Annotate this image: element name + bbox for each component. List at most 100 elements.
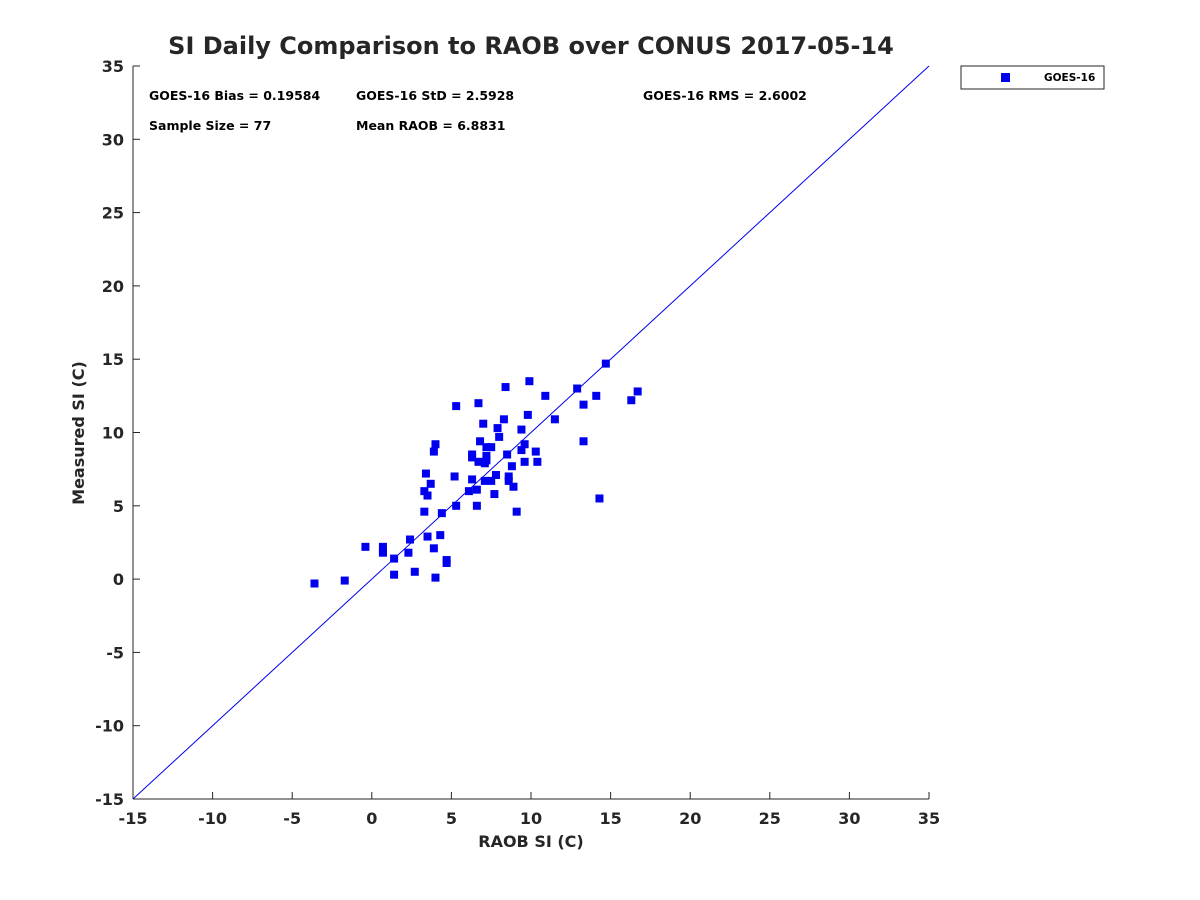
data-point: [452, 402, 461, 411]
legend-marker: [1001, 73, 1010, 82]
x-tick-label: 20: [679, 809, 701, 828]
data-point: [541, 391, 550, 400]
data-point: [429, 544, 438, 553]
data-point: [423, 491, 432, 500]
data-point: [437, 509, 446, 518]
y-tick-label: 20: [102, 277, 124, 296]
y-tick-label: 35: [102, 57, 124, 76]
data-point: [495, 432, 504, 441]
data-point: [501, 383, 510, 392]
rms-annotation: GOES-16 RMS = 2.6002: [643, 88, 807, 103]
data-point: [509, 482, 518, 491]
data-point: [482, 456, 491, 465]
data-point: [601, 359, 610, 368]
data-point: [499, 415, 508, 424]
data-point: [378, 547, 387, 556]
data-point: [404, 548, 413, 557]
data-point: [525, 377, 534, 386]
data-point: [523, 410, 532, 419]
data-point: [482, 451, 491, 460]
x-axis-label: RAOB SI (C): [478, 832, 583, 851]
data-point: [627, 396, 636, 405]
x-tick-label: 15: [599, 809, 621, 828]
stats-annotations: GOES-16 Bias = 0.19584 GOES-16 StD = 2.5…: [149, 88, 807, 133]
mean-raob-annotation: Mean RAOB = 6.8831: [356, 118, 505, 133]
data-point: [421, 469, 430, 478]
data-point: [579, 400, 588, 409]
data-point: [517, 425, 526, 434]
x-tick-label: 25: [759, 809, 781, 828]
data-point: [573, 384, 582, 393]
y-tick-label: -5: [106, 643, 124, 662]
data-point: [420, 487, 429, 496]
data-point: [442, 558, 451, 567]
data-point: [431, 440, 440, 449]
bias-annotation: GOES-16 Bias = 0.19584: [149, 88, 320, 103]
data-point: [420, 507, 429, 516]
data-point: [479, 419, 488, 428]
data-point: [517, 446, 526, 455]
legend: GOES-16: [960, 65, 1105, 90]
y-tick-label: 25: [102, 204, 124, 223]
data-point: [487, 443, 496, 452]
data-point: [595, 494, 604, 503]
data-point: [520, 457, 529, 466]
y-ticks: -15 -10 -5 0 5 10 15 20 25 30 35: [95, 57, 140, 809]
x-tick-label: 35: [918, 809, 940, 828]
data-point: [452, 501, 461, 510]
data-point: [491, 471, 500, 480]
y-tick-label: 10: [102, 424, 124, 443]
data-point: [468, 475, 477, 484]
data-point: [390, 570, 399, 579]
y-tick-label: 5: [113, 497, 124, 516]
x-tick-label: -15: [119, 809, 148, 828]
legend-label: GOES-16: [1044, 72, 1095, 84]
data-point: [504, 476, 513, 485]
y-tick-label: -10: [95, 717, 124, 736]
std-annotation: GOES-16 StD = 2.5928: [356, 88, 514, 103]
data-point: [490, 490, 499, 499]
data-point: [464, 487, 473, 496]
x-tick-label: 0: [366, 809, 377, 828]
data-point: [340, 576, 349, 585]
data-point: [310, 579, 319, 588]
data-point: [390, 554, 399, 563]
data-point: [533, 457, 542, 466]
data-point: [482, 443, 491, 452]
chart-title: SI Daily Comparison to RAOB over CONUS 2…: [168, 32, 894, 60]
x-tick-label: 5: [446, 809, 457, 828]
x-tick-label: -10: [198, 809, 227, 828]
data-points: [310, 359, 642, 588]
data-point: [504, 472, 513, 481]
data-point: [378, 542, 387, 551]
data-point: [633, 387, 642, 396]
data-point: [468, 453, 477, 462]
y-tick-label: 30: [102, 130, 124, 149]
data-point: [429, 447, 438, 456]
data-point: [503, 450, 512, 459]
x-tick-label: 10: [520, 809, 542, 828]
data-point: [487, 476, 496, 485]
data-point: [406, 535, 415, 544]
data-point: [512, 507, 521, 516]
data-point: [480, 476, 489, 485]
data-point: [472, 485, 481, 494]
data-point: [423, 532, 432, 541]
x-tick-label: 30: [838, 809, 860, 828]
data-point: [474, 457, 483, 466]
legend-box: [960, 65, 1105, 90]
data-point: [426, 479, 435, 488]
y-axis-label: Measured SI (C): [69, 361, 88, 505]
data-point: [410, 567, 419, 576]
x-tick-label: -5: [283, 809, 301, 828]
data-point: [476, 437, 485, 446]
data-point: [474, 399, 483, 408]
data-point: [450, 472, 459, 481]
data-point: [579, 437, 588, 446]
data-point: [520, 440, 529, 449]
data-point: [507, 462, 516, 471]
x-ticks: -15 -10 -5 0 5 10 15 20 25 30 35: [119, 792, 940, 828]
data-point: [493, 424, 502, 433]
data-point: [550, 415, 559, 424]
